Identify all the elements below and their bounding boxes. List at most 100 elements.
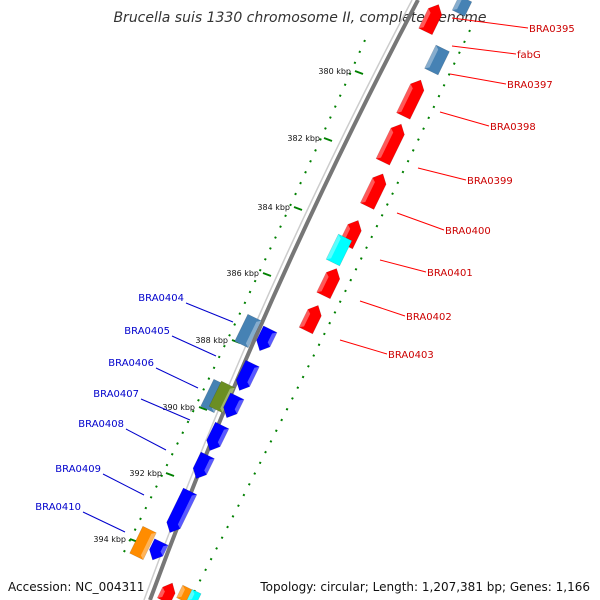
reverse-gene-10 — [129, 525, 157, 561]
forward-gene-label: BRA0397 — [507, 80, 553, 91]
forward-gene-label: BRA0403 — [388, 350, 434, 361]
reverse-gene-6 — [223, 392, 245, 419]
forward-leader-line — [451, 17, 529, 29]
reverse-gene-label: BRA0407 — [93, 389, 139, 400]
reverse-gene-label: BRA0410 — [35, 502, 81, 513]
gene-body — [223, 392, 245, 419]
gene-body — [192, 451, 215, 480]
reverse-gene-7 — [206, 421, 230, 451]
gene-highlight — [176, 585, 185, 598]
reverse-gene-9 — [166, 487, 198, 534]
gene-body — [166, 487, 198, 534]
forward-leader-line — [439, 111, 490, 127]
gene-highlight — [376, 128, 394, 159]
chromosome-backbone — [148, 0, 420, 600]
forward-gene-8 — [316, 268, 341, 300]
forward-gene-label: BRA0395 — [529, 24, 575, 35]
gene-body — [156, 582, 176, 600]
outer-dotted-track — [189, 29, 471, 600]
topology-label: Topology: circular; Length: 1,207,381 bp… — [260, 580, 590, 594]
accession-label: Accession: NC_004311 — [8, 580, 145, 594]
forward-gene-bottom — [156, 582, 176, 600]
gene-highlight — [316, 272, 329, 293]
forward-gene-9 — [298, 305, 322, 335]
forward-leader-line — [339, 339, 388, 355]
gene-highlight — [160, 545, 169, 557]
gene-body — [256, 325, 278, 352]
reverse-gene-2 — [256, 325, 278, 352]
gene-body — [186, 589, 202, 600]
gene-body — [424, 44, 450, 76]
gene-highlight — [245, 320, 262, 348]
forward-leader-line — [379, 259, 427, 273]
gene-body — [235, 359, 260, 391]
forward-leader-line — [396, 212, 445, 231]
tick-label: 390 kbp — [162, 403, 195, 412]
tick-mark — [293, 206, 303, 211]
forward-gene-label: fabG — [517, 50, 541, 61]
tick-label: 388 kbp — [195, 336, 228, 345]
reverse-gene-label: BRA0405 — [124, 326, 170, 337]
reverse-leader-line — [125, 428, 167, 451]
reverse-gene-1 — [234, 313, 262, 349]
reverse-gene-3 — [235, 359, 260, 391]
forward-gene-label: BRA0400 — [445, 226, 491, 237]
reverse-leader-line — [140, 398, 191, 421]
gene-body — [396, 79, 425, 120]
gene-highlight — [177, 494, 197, 529]
reverse-leader-line — [82, 511, 126, 533]
forward-leader-line — [417, 167, 467, 181]
forward-gene-5 — [360, 173, 387, 210]
gene-highlight — [424, 45, 439, 69]
tick-label: 392 kbp — [129, 469, 162, 478]
forward-gene-7 — [325, 233, 353, 267]
gene-body — [129, 525, 157, 561]
forward-gene-label: BRA0398 — [490, 122, 536, 133]
gene-highlight — [217, 428, 229, 447]
reverse-leader-line — [102, 473, 145, 496]
gene-highlight — [247, 366, 260, 387]
gene-highlight — [140, 532, 157, 560]
gene-body — [234, 313, 262, 349]
gene-body — [206, 421, 230, 451]
tick-label: 384 kbp — [257, 203, 290, 212]
gene-body — [418, 4, 443, 36]
gene-highlight — [267, 332, 278, 347]
gene-highlight — [326, 234, 341, 260]
reverse-gene-label: BRA0404 — [138, 293, 184, 304]
gene-body — [325, 233, 353, 267]
reverse-gene-8 — [192, 451, 215, 480]
forward-gene-3 — [396, 79, 425, 120]
tick-label: 380 kbp — [318, 67, 351, 76]
cyan-gene-bottom — [186, 589, 202, 600]
reverse-gene-label: BRA0408 — [78, 419, 124, 430]
tick-label: 386 kbp — [226, 269, 259, 278]
reverse-leader-line — [171, 335, 217, 357]
gene-highlight — [452, 0, 462, 11]
gene-highlight — [234, 399, 245, 414]
gene-body — [149, 538, 169, 561]
gene-highlight — [157, 587, 165, 598]
forward-gene-2 — [424, 44, 450, 76]
forward-leader-line — [451, 45, 517, 55]
gene-body — [360, 173, 387, 210]
reverse-gene-label: BRA0409 — [55, 464, 101, 475]
gene-highlight — [186, 589, 195, 600]
tick-mark — [354, 70, 364, 75]
forward-leader-line — [449, 73, 507, 85]
tick-label: 382 kbp — [287, 134, 320, 143]
reverse-leader-line — [155, 367, 199, 389]
reverse-gene-11 — [149, 538, 169, 561]
map-title: Brucella suis 1330 chromosome II, comple… — [113, 10, 487, 26]
tick-mark — [323, 137, 333, 142]
gene-body — [316, 268, 341, 300]
forward-gene-label: BRA0402 — [406, 312, 452, 323]
forward-gene-extra — [451, 0, 473, 17]
gene-highlight — [418, 8, 431, 29]
forward-gene-1 — [418, 4, 443, 36]
gene-highlight — [204, 458, 215, 475]
gene-body — [375, 123, 405, 166]
tick-label: 394 kbp — [93, 535, 126, 544]
